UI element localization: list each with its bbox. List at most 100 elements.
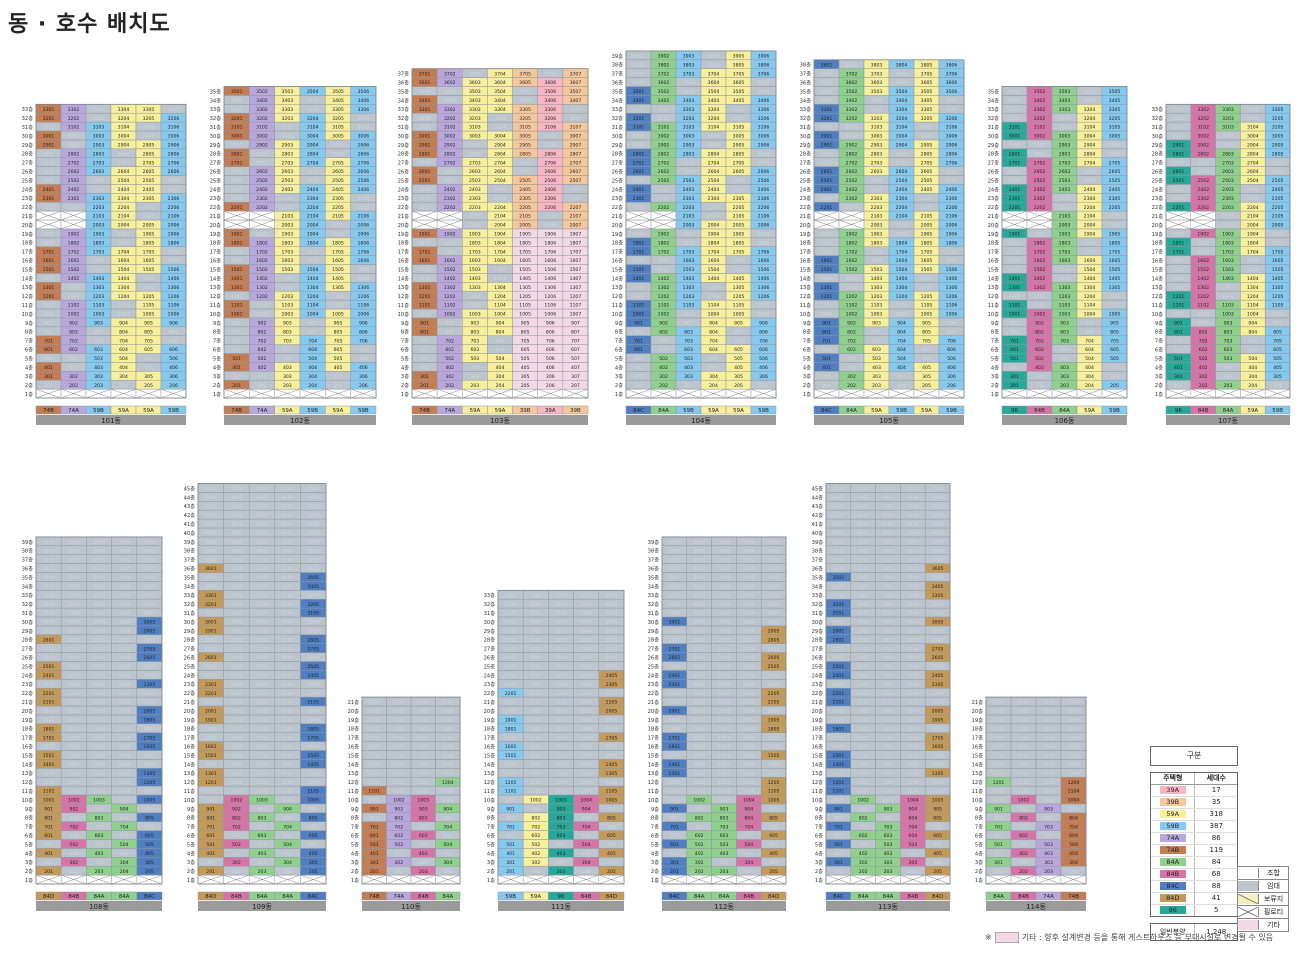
unit-number: 1204 <box>494 294 506 300</box>
unit-number: 2201 <box>821 205 833 211</box>
unit-number: 1804 <box>896 240 908 246</box>
unit-number: 1404 <box>1247 276 1259 282</box>
unit-number: 1906 <box>758 232 770 238</box>
type-chip-label: 39A <box>545 408 556 414</box>
unit-number: 2005 <box>144 709 156 715</box>
floor-label: 10층 <box>1152 310 1164 318</box>
floor-label: 7층 <box>487 823 495 831</box>
unit-number: 2603 <box>256 655 268 661</box>
unit-number: 1101 <box>231 303 243 309</box>
unit-number: 2403 <box>281 187 293 193</box>
floor-label: 37층 <box>800 70 812 78</box>
unit-number: 1305 <box>307 771 319 777</box>
unit-number: 2801 <box>205 637 217 643</box>
unit-number: 2404 <box>708 187 720 193</box>
building-111: 1층2층3층4층5층6층7층8층9층10층11층12층13층14층15층16층1… <box>484 589 625 911</box>
unit-number: 1202 <box>658 294 670 300</box>
floor-label: 26층 <box>988 168 1000 176</box>
unit-number: 2202 <box>68 205 80 211</box>
unit-number: 2305 <box>1272 196 1284 202</box>
floor-label: 31층 <box>184 609 196 617</box>
unit-number: 1104 <box>1084 303 1096 309</box>
unit-number: 2604 <box>118 655 130 661</box>
unit-number: 1903 <box>469 232 481 238</box>
floor-label: 30층 <box>210 132 222 140</box>
unit-number: 1005 <box>307 798 319 804</box>
unit-number: 1206 <box>544 294 556 300</box>
type-chip-label: 84D <box>606 894 617 900</box>
unit-number: 3403 <box>1059 98 1071 104</box>
type-chip-label: 59A <box>143 408 154 414</box>
unit-number: 3201 <box>1173 116 1185 122</box>
unit-number: 2103 <box>683 214 695 220</box>
unit-number: 3005 <box>143 134 155 140</box>
unit-number: 2904 <box>307 143 319 149</box>
unit-number: 2802 <box>1034 151 1046 157</box>
unit-number: 1802 <box>1034 240 1046 246</box>
unit-number: 1702 <box>68 735 80 741</box>
unit-number: 2604 <box>282 655 294 661</box>
unit-number: 303 <box>720 860 729 866</box>
unit-number: 1005 <box>733 312 745 318</box>
unit-number: 504 <box>709 356 718 362</box>
unit-number: 504 <box>120 842 129 848</box>
floor-label: 13층 <box>800 283 812 291</box>
unit-number: 1204 <box>580 780 592 786</box>
floor-label: 36층 <box>800 79 812 87</box>
unit-number: 2007 <box>570 223 582 229</box>
unit-number: 2203 <box>256 691 268 697</box>
unit-number: 1602 <box>393 744 405 750</box>
unit-number: 404 <box>1248 365 1257 371</box>
unit-number: 3005 <box>606 620 618 626</box>
floor-label: 39층 <box>648 538 660 546</box>
unit-number: 703 <box>95 824 104 830</box>
unit-number: 2205 <box>307 691 319 697</box>
unit-number: 1606 <box>357 258 369 264</box>
unit-number: 503 <box>1060 356 1069 362</box>
unit-number: 1804 <box>1247 240 1259 246</box>
unit-number: 3005 <box>307 620 319 626</box>
unit-number: 2004 <box>896 223 908 229</box>
unit-number: 503 <box>470 356 479 362</box>
unit-number: 3606 <box>544 80 556 86</box>
unit-number: 902 <box>69 321 78 327</box>
unit-number: 1001 <box>43 798 55 804</box>
unit-number: 2903 <box>281 143 293 149</box>
floor-label: 24층 <box>648 671 660 679</box>
unit-number: 3104 <box>896 125 908 131</box>
unit-number: 803 <box>470 329 479 335</box>
floor-label: 5층 <box>213 354 221 362</box>
unit-number: 1803 <box>93 726 105 732</box>
floor-label: 18층 <box>22 725 34 733</box>
unit-number: 2906 <box>168 143 180 149</box>
floor-label: 1층 <box>487 876 495 884</box>
floor-label: 2층 <box>803 381 811 389</box>
pilotis-cross <box>110 388 137 399</box>
unit-number: 406 <box>546 365 555 371</box>
floor-label: 35층 <box>184 573 196 581</box>
unit-number: 2403 <box>555 673 567 679</box>
unit-number: 403 <box>419 851 428 857</box>
unit-number: 903 <box>419 807 428 813</box>
unit-number: 2605 <box>519 169 531 175</box>
unit-number: 2104 <box>494 214 506 220</box>
unit-number: 1203 <box>256 780 268 786</box>
unit-number: 1902 <box>68 232 80 238</box>
unit-number: 1701 <box>419 249 431 255</box>
unit-number: 3204 <box>580 602 592 608</box>
unit-number: 1504 <box>307 267 319 273</box>
unit-number: 701 <box>1010 338 1019 344</box>
unit-number: 1502 <box>256 267 268 273</box>
floor-label: 32층 <box>612 114 624 122</box>
floor-label: 23층 <box>398 194 410 202</box>
unit-number: 3103 <box>555 611 567 617</box>
unit-number: 1405 <box>307 762 319 768</box>
unit-number: 2402 <box>444 187 456 193</box>
unit-number: 4402 <box>231 495 243 501</box>
floor-label: 9층 <box>187 805 195 813</box>
unit-number: 905 <box>144 321 153 327</box>
unit-number: 605 <box>922 347 931 353</box>
unit-number: 602 <box>531 833 540 839</box>
unit-number: 2105 <box>606 700 618 706</box>
floor-label: 25층 <box>184 662 196 670</box>
